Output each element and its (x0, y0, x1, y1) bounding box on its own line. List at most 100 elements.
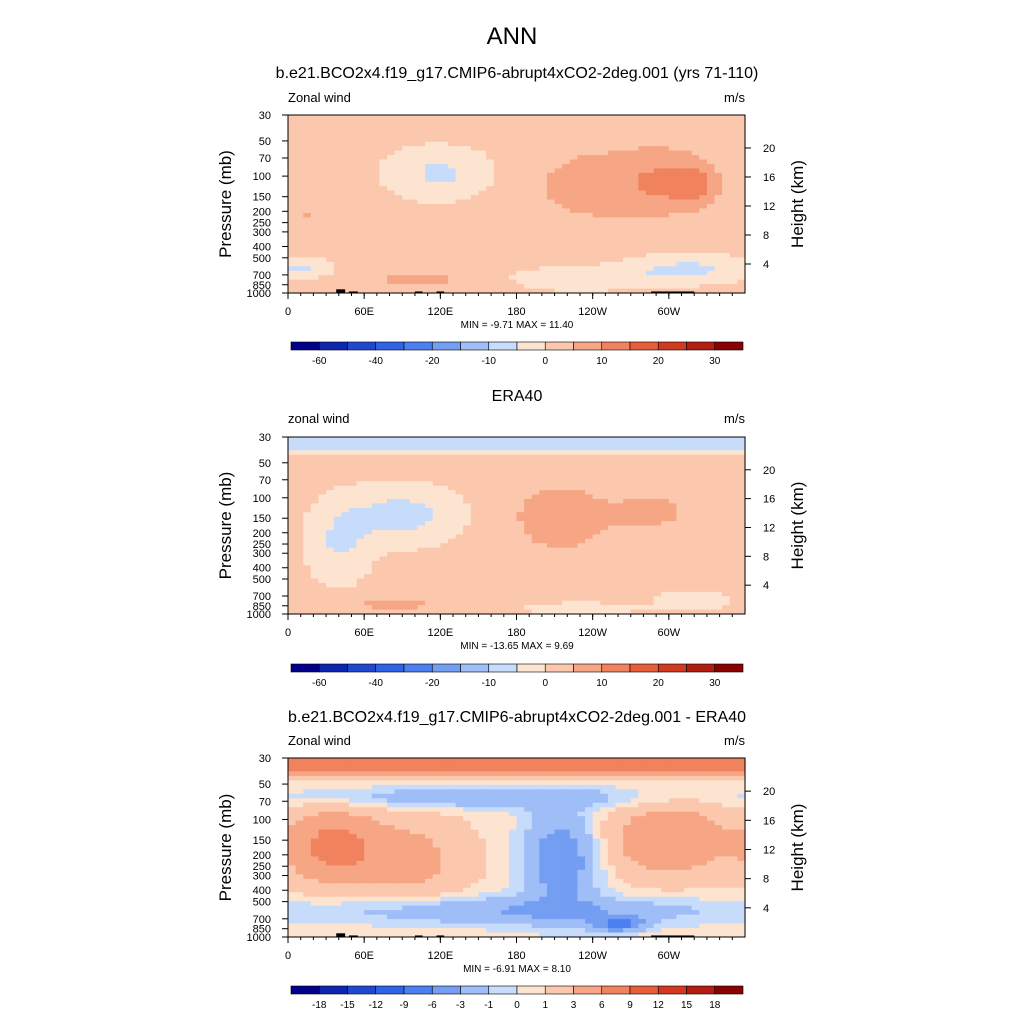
field-cell (356, 605, 365, 611)
field-cell (455, 195, 464, 201)
field-cell (630, 525, 639, 531)
field-cell (356, 279, 365, 285)
field-cell (577, 534, 586, 540)
field-cell (668, 547, 678, 553)
field-cell (691, 600, 700, 606)
field-cell (653, 609, 662, 615)
field-cell (668, 230, 678, 236)
field-cell (546, 445, 556, 451)
field-cell (592, 279, 601, 285)
field-cell (714, 146, 723, 152)
field-cell (531, 115, 540, 121)
field-cell (585, 574, 594, 580)
field-cell (623, 252, 632, 258)
field-cell (531, 252, 540, 258)
field-cell (531, 270, 540, 276)
field-cell (607, 476, 617, 482)
field-cell (645, 543, 655, 549)
field-cell (516, 459, 525, 465)
field-cell (326, 204, 335, 210)
field-cell (402, 591, 411, 597)
field-cell (486, 481, 495, 487)
field-cell (326, 150, 335, 156)
field-cell (600, 172, 609, 178)
field-cell (387, 132, 396, 138)
field-cell (295, 485, 304, 491)
field-cell (455, 578, 464, 584)
field-cell (356, 485, 365, 491)
field-cell (645, 529, 655, 535)
field-cell (379, 534, 388, 540)
field-cell (577, 123, 586, 129)
field-cell (326, 463, 335, 469)
field-cell (470, 217, 480, 223)
field-cell (714, 525, 723, 531)
field-cell (379, 239, 388, 245)
field-cell (630, 252, 639, 258)
field-cell (379, 248, 388, 254)
field-cell (676, 119, 685, 125)
field-cell (364, 208, 373, 214)
field-cell (569, 257, 579, 263)
field-cell (341, 217, 350, 223)
field-cell (341, 288, 350, 294)
field-cell (524, 543, 533, 549)
field-cell (387, 212, 396, 218)
field-cell (684, 115, 693, 121)
min-max-stats: MIN = -9.71 MAX = 11.40 (461, 320, 574, 331)
field-cell (432, 437, 441, 443)
field-cell (295, 261, 304, 267)
field-cell (341, 123, 350, 129)
field-cell (729, 600, 738, 606)
field-cell (684, 190, 693, 196)
field-cell (722, 284, 731, 290)
field-cell (607, 181, 617, 187)
field-cell (326, 221, 335, 227)
field-cell (463, 199, 472, 205)
field-cell (676, 284, 685, 290)
field-cell (379, 208, 388, 214)
field-cell (585, 445, 594, 451)
field-cell (379, 284, 388, 290)
field-cell (577, 560, 586, 566)
field-cell (318, 556, 327, 562)
field-cell (470, 574, 480, 580)
field-cell (402, 547, 411, 553)
field-cell (623, 463, 632, 469)
field-cell (585, 609, 594, 615)
field-cell (447, 123, 457, 129)
field-cell (722, 226, 731, 232)
field-cell (607, 437, 617, 443)
field-cell (440, 556, 449, 562)
field-cell (600, 578, 609, 584)
field-cell (326, 481, 335, 487)
field-cell (645, 199, 655, 205)
field-cell (493, 534, 502, 540)
field-cell (478, 155, 487, 161)
field-cell (470, 454, 480, 460)
field-cell (417, 591, 426, 597)
field-cell (288, 600, 297, 606)
field-cell (676, 578, 685, 584)
field-cell (493, 521, 502, 527)
field-cell (470, 279, 480, 285)
field-cell (440, 119, 449, 125)
field-cell (348, 279, 358, 285)
field-cell (417, 494, 426, 500)
field-cell (706, 150, 716, 156)
field-cell (623, 587, 632, 593)
field-cell (546, 569, 556, 575)
field-cell (615, 248, 624, 254)
field-cell (600, 512, 609, 518)
field-cell (607, 521, 617, 527)
field-cell (699, 569, 708, 575)
field-cell (379, 199, 388, 205)
field-cell (562, 569, 571, 575)
field-cell (554, 195, 563, 201)
field-cell (318, 217, 327, 223)
field-cell (691, 556, 700, 562)
field-cell (524, 591, 533, 597)
field-cell (303, 266, 312, 272)
field-cell (607, 560, 617, 566)
field-cell (729, 208, 738, 214)
